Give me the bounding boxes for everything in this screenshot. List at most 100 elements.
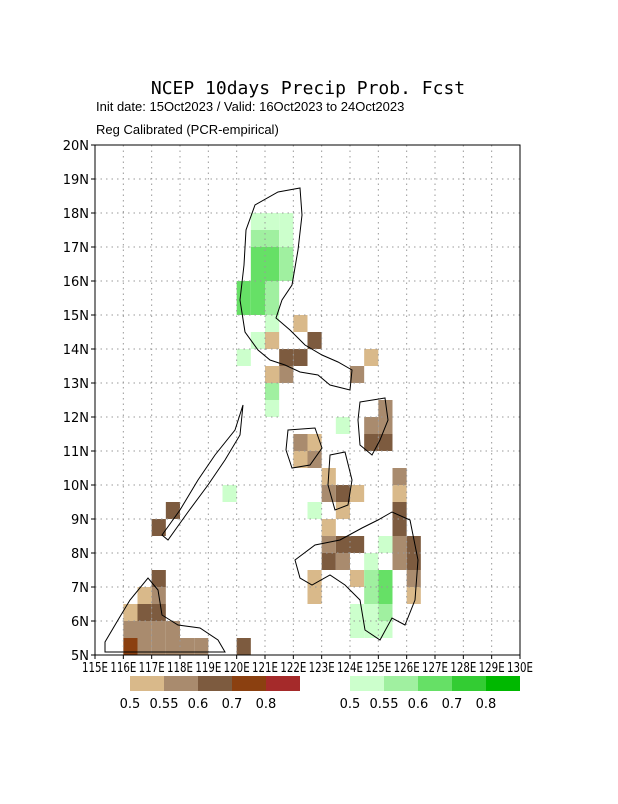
legend: 0.5 0.55 0.6 0.7 0.8 0.5 0.55 0.6 0.7 0.8: [120, 676, 520, 712]
y-tick-label: 17N: [63, 241, 89, 256]
legend-label: 0.8: [256, 697, 277, 712]
prob-cell: [151, 519, 166, 536]
x-tick-label: 124E: [337, 661, 363, 676]
legend-swatch: [486, 676, 520, 691]
prob-cell: [265, 366, 280, 383]
coast-borneo: [104, 577, 226, 653]
coast-luzon: [239, 187, 353, 391]
prob-cell: [392, 502, 407, 519]
prob-cell: [279, 213, 294, 230]
y-tick-label: 10N: [63, 479, 89, 494]
prob-cell: [350, 485, 365, 502]
prob-cell: [335, 485, 350, 502]
prob-cell: [364, 604, 379, 621]
prob-cell: [321, 519, 336, 536]
y-tick-label: 16N: [63, 275, 89, 290]
x-tick-label: 128E: [450, 661, 476, 676]
note: Reg Calibrated (PCR-empirical): [96, 122, 279, 137]
x-tick-label: 130E: [507, 661, 533, 676]
y-tick-label: 7N: [71, 581, 89, 596]
coast-negros: [327, 451, 353, 511]
prob-cell: [321, 485, 336, 502]
y-tick-label: 19N: [63, 173, 89, 188]
prob-cell: [265, 281, 280, 298]
y-tick-label: 6N: [71, 615, 89, 630]
x-tick-label: 118E: [167, 661, 193, 676]
legend-swatch: [384, 676, 418, 691]
prob-cell: [364, 570, 379, 587]
x-tick-label: 123E: [309, 661, 335, 676]
x-tick-label: 122E: [280, 661, 306, 676]
prob-cell: [307, 434, 322, 451]
prob-cell: [406, 553, 421, 570]
prob-cell: [307, 570, 322, 587]
prob-cell: [364, 434, 379, 451]
coastline: [104, 187, 419, 653]
legend-label: 0.7: [222, 697, 243, 712]
prob-cell: [137, 638, 152, 655]
y-tick-label: 11N: [63, 445, 89, 460]
prob-cell: [194, 638, 209, 655]
prob-cell: [250, 230, 265, 247]
prob-cell: [364, 621, 379, 638]
prob-cell: [123, 638, 138, 655]
prob-cell: [321, 536, 336, 553]
y-tick-label: 18N: [63, 207, 89, 222]
prob-cell: [151, 570, 166, 587]
prob-cell: [137, 621, 152, 638]
axes: 115E 116E 117E 118E 119E 120E 121E 122E 123E 124E…: [63, 139, 533, 676]
prob-cell: [378, 604, 393, 621]
coast-panay: [285, 427, 323, 469]
prob-cell: [265, 332, 280, 349]
prob-cell: [250, 264, 265, 281]
prob-cell: [350, 570, 365, 587]
prob-cell: [392, 468, 407, 485]
prob-cell: [236, 298, 251, 315]
prob-cell: [364, 587, 379, 604]
x-tick-label: 115E: [82, 661, 108, 676]
prob-cell: [250, 213, 265, 230]
y-tick-label: 9N: [71, 513, 89, 528]
prob-cell: [335, 502, 350, 519]
prob-cell: [165, 621, 180, 638]
prob-cell: [279, 366, 294, 383]
prob-cell: [378, 434, 393, 451]
prob-cell: [335, 417, 350, 434]
chart-title: NCEP 10days Precip Prob. Fcst: [151, 78, 465, 99]
plot-frame: [94, 144, 521, 656]
x-tick-label: 119E: [195, 661, 221, 676]
legend-label: 0.5: [120, 697, 141, 712]
prob-cell: [265, 298, 280, 315]
prob-cell: [180, 638, 195, 655]
prob-cell: [250, 332, 265, 349]
legend-label: 0.6: [408, 697, 429, 712]
x-tick-label: 127E: [422, 661, 448, 676]
prob-cell: [265, 383, 280, 400]
prob-cell: [279, 247, 294, 264]
prob-cell: [293, 349, 308, 366]
prob-cell: [378, 570, 393, 587]
coast-mindanao: [294, 511, 419, 641]
prob-cell: [364, 417, 379, 434]
coast-palawan: [161, 404, 244, 541]
x-tick-label: 120E: [224, 661, 250, 676]
prob-cell: [250, 298, 265, 315]
y-tick-label: 5N: [71, 649, 89, 664]
prob-cell: [307, 332, 322, 349]
prob-cell: [406, 587, 421, 604]
prob-cell: [307, 587, 322, 604]
prob-cell: [279, 349, 294, 366]
legend-swatch: [232, 676, 266, 691]
prob-cell: [364, 349, 379, 366]
prob-cell: [406, 536, 421, 553]
coast-samar: [357, 397, 389, 456]
x-tick-label: 116E: [110, 661, 136, 676]
y-tick-label: 14N: [63, 343, 89, 358]
prob-cell: [293, 451, 308, 468]
prob-cell: [350, 536, 365, 553]
legend-swatch: [266, 676, 300, 691]
y-tick-label: 12N: [63, 411, 89, 426]
x-tick-label: 126E: [394, 661, 420, 676]
prob-cell: [250, 281, 265, 298]
